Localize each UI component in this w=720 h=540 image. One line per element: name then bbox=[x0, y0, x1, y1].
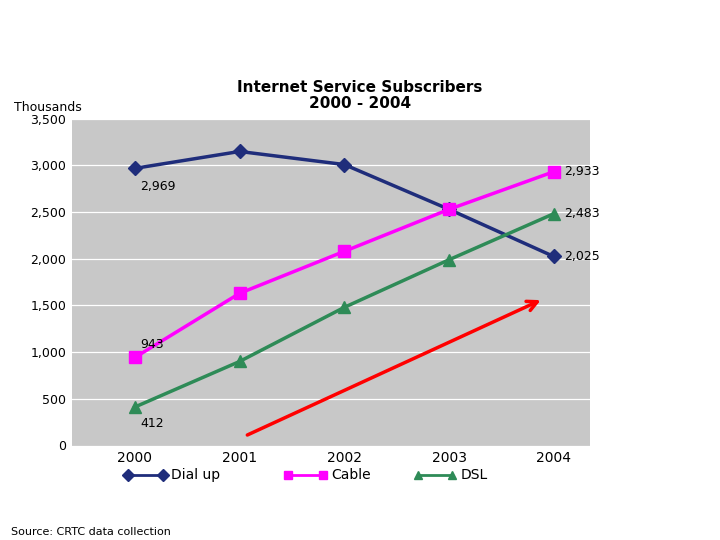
Text: Dial up: Dial up bbox=[171, 468, 220, 482]
Text: 412: 412 bbox=[140, 417, 163, 430]
Text: DSL: DSL bbox=[461, 468, 488, 482]
Text: 2,969: 2,969 bbox=[140, 180, 176, 193]
Text: 2000 - 2004: 2000 - 2004 bbox=[309, 96, 411, 111]
Text: 2,483: 2,483 bbox=[564, 207, 600, 220]
Text: 2,025: 2,025 bbox=[564, 250, 600, 263]
Text: Cable: Cable bbox=[331, 468, 371, 482]
Text: Internet & Data Services: Internet & Data Services bbox=[11, 17, 475, 50]
Text: Thousands: Thousands bbox=[14, 100, 82, 114]
Text: 943: 943 bbox=[140, 338, 163, 351]
Text: Subscribers, 2000-2004: Subscribers, 2000-2004 bbox=[18, 62, 258, 80]
Text: Source: CRTC data collection: Source: CRTC data collection bbox=[11, 526, 171, 537]
Text: Internet Service Subscribers: Internet Service Subscribers bbox=[238, 79, 482, 94]
Text: 2,933: 2,933 bbox=[564, 165, 600, 178]
